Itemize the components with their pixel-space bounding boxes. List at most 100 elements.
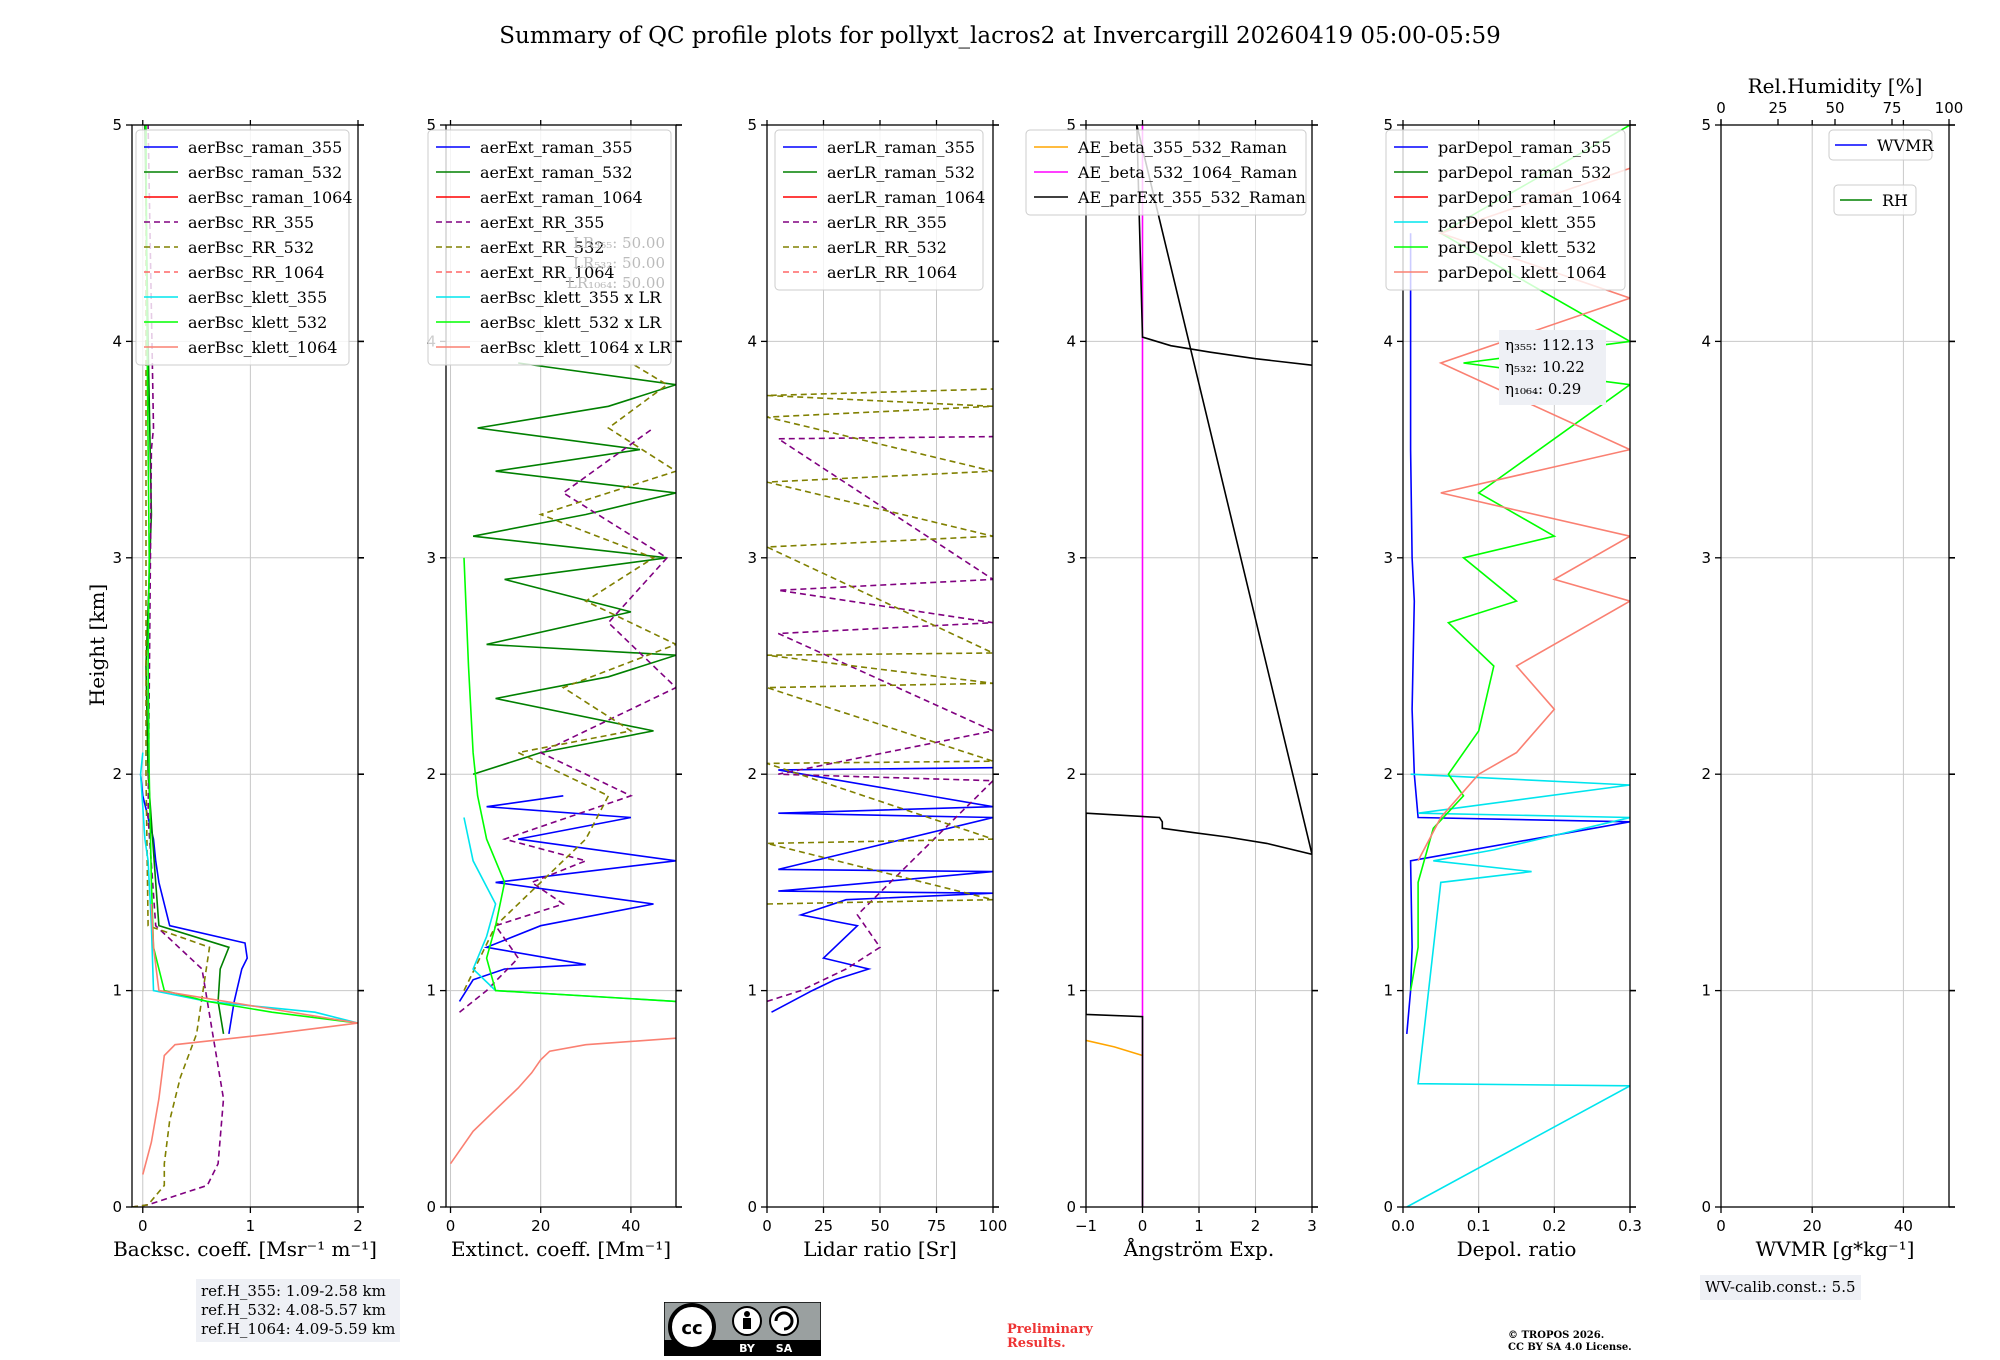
- lr-annotation-line: LR₅₃₂: 50.00: [573, 254, 665, 272]
- legend-label: aerBsc_raman_355: [188, 138, 342, 157]
- series-line-aerext-raman-355: [458, 795, 676, 1002]
- y-tick-label: 2: [112, 765, 122, 783]
- legend-label: aerExt_raman_1064: [480, 188, 643, 207]
- eta-annotation-line: η₅₃₂: 10.22: [1505, 358, 1585, 376]
- wv-calibration-box: WV-calib.const.: 5.5: [1700, 1275, 1861, 1300]
- x2-tick-label: 25: [1768, 99, 1787, 117]
- legend: aerBsc_raman_355 aerBsc_raman_532 aerBsc_r…: [135, 129, 353, 366]
- cc-sa-label: SA: [776, 1342, 793, 1355]
- series-line-pardepol-klett-1064: [1417, 167, 1630, 862]
- x-tick-label: −1: [1075, 1217, 1097, 1235]
- series-line-aerbsc-klett-532-x-lr: [463, 557, 676, 1003]
- legend-frame: [135, 129, 350, 366]
- y-tick-label: 1: [112, 982, 122, 1000]
- preliminary-results-note: Preliminary Results.: [1007, 1323, 1137, 1351]
- y-tick-label: 0: [1066, 1198, 1076, 1216]
- x-tick-label: 50: [870, 1217, 889, 1235]
- copyright-line-1: © TROPOS 2026.: [1508, 1330, 1605, 1341]
- y-tick-label: 4: [1383, 332, 1393, 350]
- x-tick-label: 0: [446, 1217, 456, 1235]
- y-tick-label: 2: [747, 765, 757, 783]
- y-tick-label: 0: [747, 1198, 757, 1216]
- series-line-aerbsc-rr-532: [132, 125, 211, 1207]
- panel-wvmr: 0 20 40 0 1 2 3 4 5 WVMR [g*kg⁻¹] 0 25 50 75 100 Rel.Hu…: [1701, 74, 1963, 1261]
- series-line-aerlr-rr-532: [767, 388, 993, 905]
- legend-label: aerBsc_klett_532: [188, 313, 327, 332]
- legend-label: parDepol_klett_355: [1438, 213, 1596, 232]
- legend: aerExt_raman_355 aerExt_raman_532 aerExt_r…: [427, 129, 672, 366]
- legend-label: aerBsc_klett_532 x LR: [480, 313, 662, 332]
- legend-label: aerBsc_klett_355 x LR: [480, 288, 662, 307]
- series-group: [1406, 125, 1630, 1207]
- y-tick-label: 3: [112, 549, 122, 567]
- lr-annotation-line: LR₃₅₅: 50.00: [573, 234, 665, 252]
- y-tick-label: 0: [1701, 1198, 1711, 1216]
- x-tick-label: 0.1: [1467, 1217, 1491, 1235]
- series-line-aerbsc-raman-532: [144, 125, 230, 1035]
- y-tick-label: 1: [1383, 982, 1393, 1000]
- series-line-aerext-rr-532: [463, 362, 676, 991]
- x-tick-label: 20: [531, 1217, 550, 1235]
- y-tick-label: 0: [1383, 1198, 1393, 1216]
- legend-frame: [1025, 129, 1307, 216]
- legend-label: aerBsc_klett_1064 x LR: [480, 338, 672, 357]
- y-tick-label: 4: [112, 332, 122, 350]
- x-axis-label: Extinct. coeff. [Mm⁻¹]: [451, 1237, 671, 1261]
- y-tick-label: 1: [426, 982, 436, 1000]
- legend-label: aerExt_raman_355: [480, 138, 633, 157]
- figure-title: Summary of QC profile plots for pollyxt_…: [499, 23, 1500, 49]
- y-tick-label: 2: [1701, 765, 1711, 783]
- series-line-aerext-rr-355: [459, 427, 676, 1013]
- x-axis-label: Ångström Exp.: [1123, 1236, 1274, 1261]
- legend-frame: [774, 129, 984, 291]
- legend-label: WVMR: [1877, 136, 1934, 155]
- legend-label: aerExt_raman_532: [480, 163, 633, 182]
- preliminary-line-1: Preliminary: [1007, 1322, 1093, 1337]
- legend-label: aerExt_RR_1064: [480, 263, 615, 282]
- y-tick-label: 4: [747, 332, 757, 350]
- x-tick-label: 0.3: [1618, 1217, 1642, 1235]
- svg-text:cc: cc: [681, 1318, 702, 1339]
- legend-label: aerBsc_raman_532: [188, 163, 342, 182]
- reference-heights-box: ref.H_355: 1.09-2.58 km ref.H_532: 4.08-…: [196, 1279, 401, 1342]
- x-tick-label: 0.2: [1542, 1217, 1566, 1235]
- x-tick-label: 0: [138, 1217, 148, 1235]
- lr-annotation-line: LR₁₀₆₄: 50.00: [567, 274, 665, 292]
- x-tick-label: 40: [621, 1217, 640, 1235]
- legend-frame: [1833, 184, 1917, 216]
- y-tick-label: 2: [1066, 765, 1076, 783]
- legend-label: aerExt_RR_355: [480, 213, 604, 232]
- x-axis-label: Backsc. coeff. [Msr⁻¹ m⁻¹]: [113, 1237, 377, 1261]
- series-line-aerbsc-klett-532: [145, 125, 358, 1024]
- axes-frame: [1402, 124, 1631, 1208]
- x-tick-label: 20: [1803, 1217, 1822, 1235]
- legend-label: aerLR_raman_1064: [827, 188, 985, 207]
- series-group: [767, 388, 993, 1013]
- y-tick-label: 1: [1066, 982, 1076, 1000]
- axes-frame: [131, 124, 359, 1208]
- ref-height-355: ref.H_355: 1.09-2.58 km: [201, 1282, 386, 1300]
- y-tick-label: 2: [1383, 765, 1393, 783]
- legend-frame: [1828, 129, 1933, 161]
- y-tick-label: 5: [1383, 116, 1393, 134]
- legend: AE_beta_355_532_Raman AE_beta_532_1064_Ra…: [1025, 129, 1307, 216]
- x2-tick-label: 0: [1716, 99, 1726, 117]
- x2-tick-label: 75: [1882, 99, 1901, 117]
- series-line-aerbsc-klett-1064-x-lr: [449, 1037, 676, 1165]
- legend: aerLR_raman_355 aerLR_raman_532 aerLR_rama…: [774, 129, 985, 291]
- panel-backscatter: 0 1 2 0 1 2 3 4 5 Backsc. coeff. [Msr⁻¹ m⁻¹] aerBs…: [112, 116, 376, 1261]
- legend-label: aerLR_raman_532: [827, 163, 975, 182]
- y-tick-label: 0: [112, 1198, 122, 1216]
- y-tick-label: 5: [426, 116, 436, 134]
- x-axis-label: WVMR [g*kg⁻¹]: [1756, 1237, 1915, 1261]
- copyright-note: © TROPOS 2026. CC BY SA 4.0 License.: [1508, 1330, 1708, 1354]
- legend: parDepol_raman_355 parDepol_raman_532 parD…: [1385, 129, 1626, 291]
- x-tick-label: 2: [353, 1217, 363, 1235]
- panel-lidar_ratio: 0 25 50 75 100 0 1 2 3 4 5 Lidar ratio [Sr] aerLR_ra…: [747, 116, 1007, 1261]
- x-tick-label: 100: [979, 1217, 1008, 1235]
- x-tick-label: 40: [1894, 1217, 1913, 1235]
- legend-label: aerLR_RR_355: [827, 213, 947, 232]
- eta-annotation: η₃₅₅: 112.13 η₅₃₂: 10.22 η₁₀₆₄: 0.29: [1499, 330, 1606, 405]
- lidar-ratio-annotation: LR₃₅₅: 50.00 LR₅₃₂: 50.00 LR₁₀₆₄: 50.00: [567, 234, 665, 292]
